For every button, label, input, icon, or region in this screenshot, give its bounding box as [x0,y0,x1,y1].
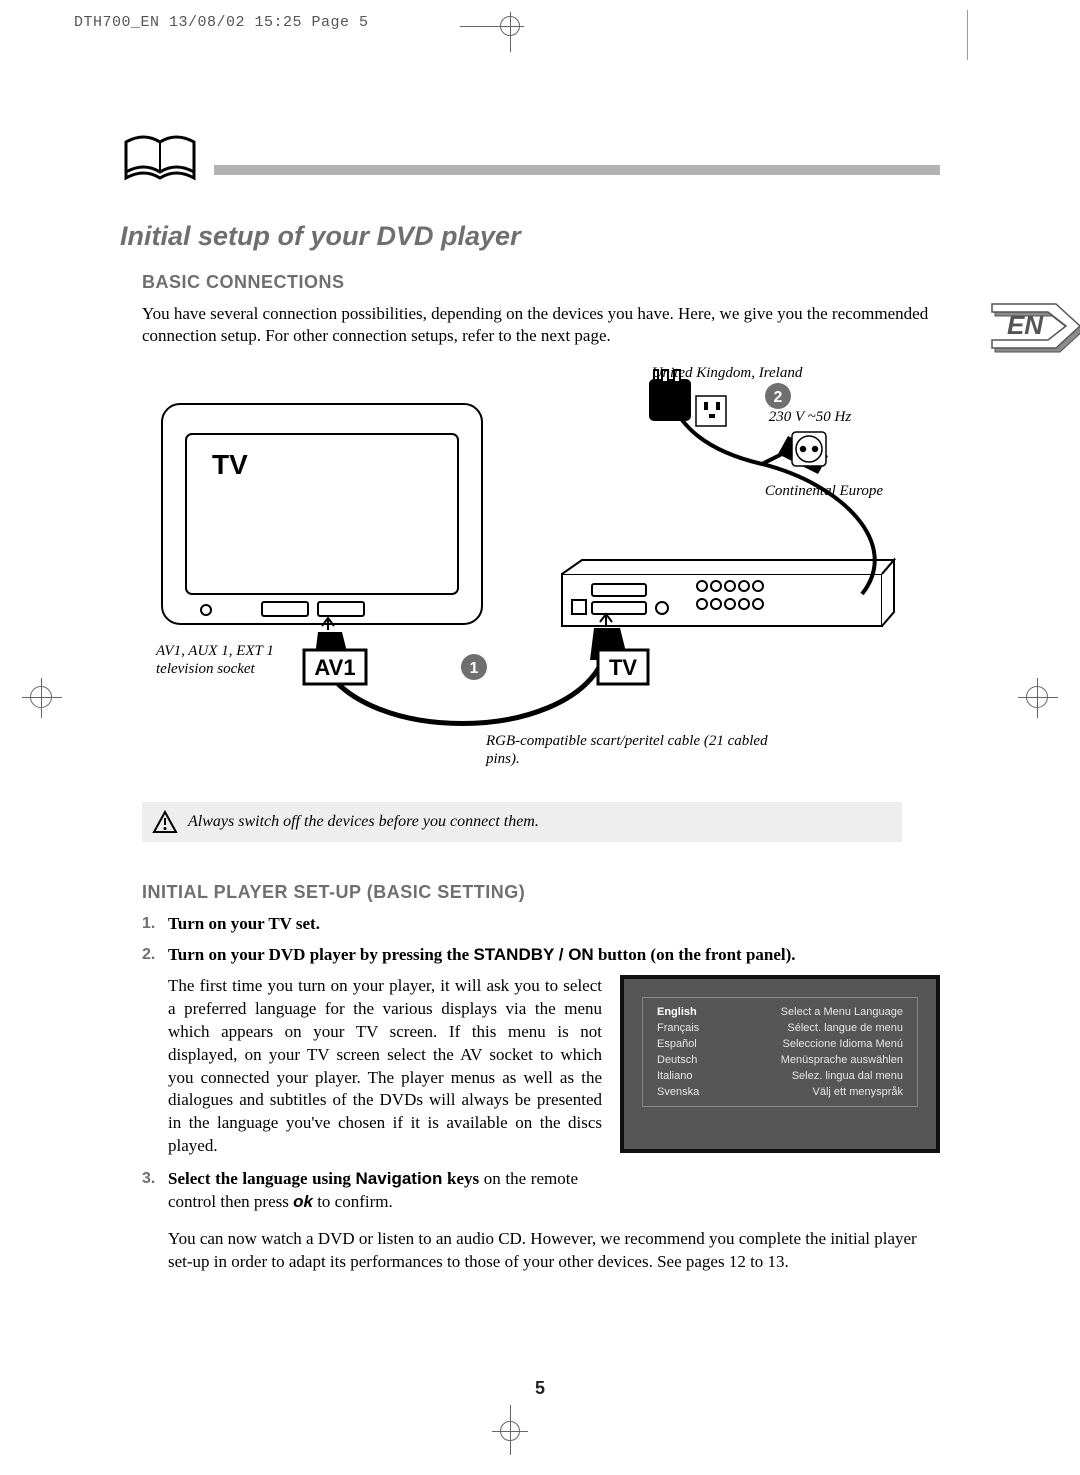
menu-row: SvenskaVälj ett menyspråk [643,1084,917,1100]
menu-row: ItalianoSelez. lingua dal menu [643,1068,917,1084]
svg-text:TV: TV [212,449,248,480]
divider-bar [214,165,940,175]
svg-text:EN: EN [1007,310,1044,340]
connection-diagram: TV [142,364,902,794]
svg-text:1: 1 [470,660,479,677]
step-number: 3. [142,1168,168,1214]
intro-paragraph: You have several connection possibilitie… [142,303,932,348]
svg-text:TV: TV [609,655,637,680]
step-2-paragraph: The first time you turn on your player, … [168,975,602,1159]
caution-text: Always switch off the devices before you… [188,813,539,831]
menu-row: DeutschMenüsprache auswählen [643,1052,917,1068]
closing-paragraph: You can now watch a DVD or listen to an … [168,1228,940,1274]
svg-text:2: 2 [774,389,783,406]
step-number: 1. [142,913,168,936]
book-icon [120,128,206,193]
step-3-text: Select the language using Navigation key… [168,1168,578,1214]
registration-mark-right [1018,678,1058,718]
menu-row: EnglishSelect a Menu Language [643,1004,917,1020]
page-title: Initial setup of your DVD player [120,221,940,252]
svg-text:AV1: AV1 [314,655,355,680]
label-voltage: 230 V ~50 Hz [750,408,870,426]
menu-screenshot: EnglishSelect a Menu LanguageFrançaisSél… [620,975,940,1153]
warning-icon [152,810,178,834]
page-number: 5 [0,1378,1080,1399]
registration-mark-left [22,678,62,718]
menu-row: EspañolSeleccione Idioma Menú [643,1036,917,1052]
label-europe: Continental Europe [764,482,884,500]
step-number: 2. [142,944,168,967]
menu-row: FrançaisSélect. langue de menu [643,1020,917,1036]
crop-line [967,10,968,60]
print-header: DTH700_EN 13/08/02 15:25 Page 5 [74,14,369,31]
registration-mark-bottom [480,1405,540,1455]
registration-mark-top [460,12,540,42]
section-heading-connections: BASIC CONNECTIONS [142,272,940,293]
label-cable: RGB-compatible scart/peritel cable (21 c… [486,732,786,768]
label-uk: United Kingdom, Ireland [647,364,807,382]
language-badge: EN [990,300,1080,360]
section-heading-setup: INITIAL PLAYER SET-UP (BASIC SETTING) [142,882,940,903]
label-socket: AV1, AUX 1, EXT 1 television socket [156,642,306,678]
step-2-text: Turn on your DVD player by pressing the … [168,944,940,967]
step-1-text: Turn on your TV set. [168,913,940,936]
caution-note: Always switch off the devices before you… [142,802,902,842]
